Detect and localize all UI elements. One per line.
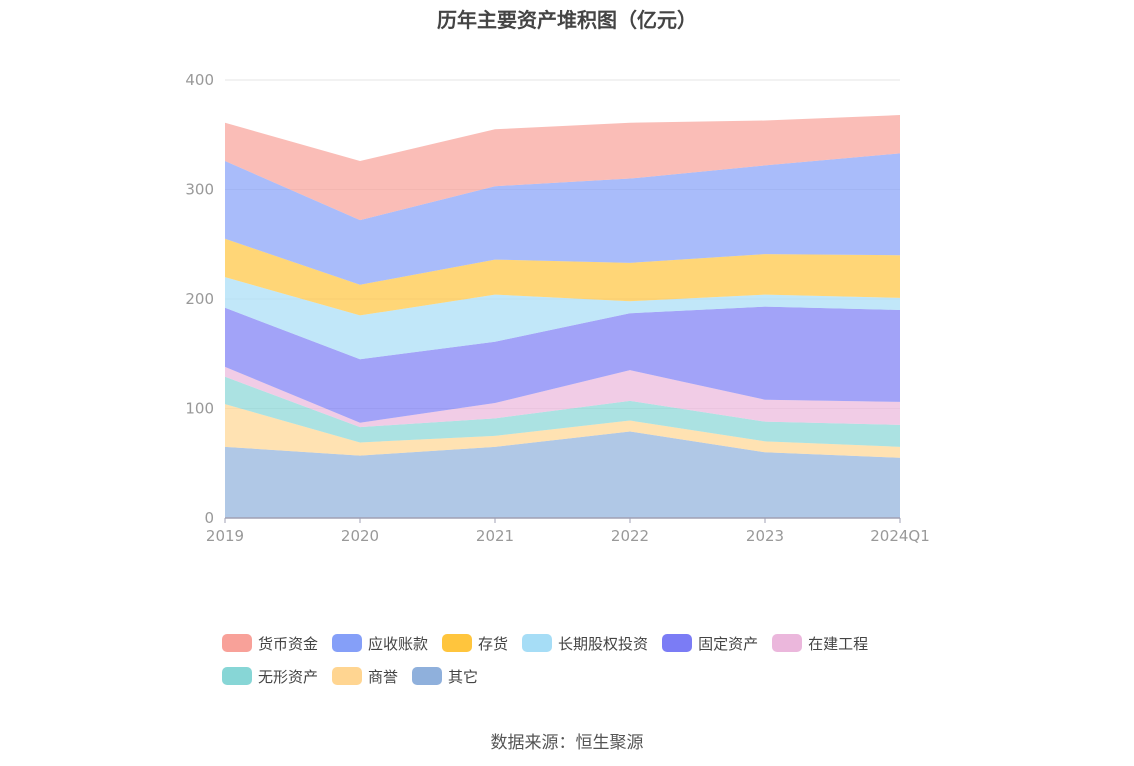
legend-label-fixed-assets: 固定资产 — [698, 634, 759, 653]
legend-swatch-other — [412, 667, 443, 685]
legend-label-intangible: 无形资产 — [258, 667, 319, 686]
y-tick-label-200: 200 — [185, 290, 214, 308]
y-tick-label-100: 100 — [185, 400, 214, 418]
legend-label-other: 其它 — [448, 667, 479, 686]
legend-item-inventory[interactable]: 存货 — [442, 633, 508, 654]
legend-item-cash[interactable]: 货币资金 — [222, 633, 318, 654]
legend-swatch-goodwill — [332, 667, 363, 685]
legend-item-goodwill[interactable]: 商誉 — [332, 666, 398, 687]
y-tick-label-0: 0 — [204, 509, 214, 527]
legend-swatch-receivables — [332, 634, 363, 652]
legend-item-fixed-assets[interactable]: 固定资产 — [662, 633, 758, 654]
x-tick-label-2024Q1: 2024Q1 — [870, 527, 930, 545]
legend-label-construction: 在建工程 — [808, 634, 869, 653]
area-其它 — [225, 431, 900, 518]
axes: 0 100 200 300 400 2019 2020 2021 2022 2023 2024Q1 — [185, 71, 929, 545]
x-tick-label-2022: 2022 — [611, 527, 649, 545]
x-tick-label-2023: 2023 — [746, 527, 784, 545]
legend-row-1: 货币资金 应收账款 存货 长期股权投资 固定资产 在建工程 — [222, 632, 942, 654]
x-tick-label-2019: 2019 — [206, 527, 244, 545]
legend-label-goodwill: 商誉 — [368, 667, 399, 686]
legend-item-receivables[interactable]: 应收账款 — [332, 633, 428, 654]
legend-label-receivables: 应收账款 — [368, 634, 429, 653]
area-无形资产 — [225, 376, 900, 447]
chart-title: 历年主要资产堆积图（亿元） — [437, 8, 697, 32]
legend-label-inventory: 存货 — [478, 634, 509, 653]
stacked-area-chart: 0 100 200 300 400 2019 2020 2021 2022 2023 2024Q1 — [185, 71, 929, 545]
legend-swatch-fixed-assets — [662, 634, 693, 652]
legend: 货币资金 应收账款 存货 长期股权投资 固定资产 在建工程 无形资产 — [222, 632, 942, 698]
legend-swatch-long-term-equity — [522, 634, 553, 652]
area-固定资产 — [225, 306, 900, 423]
data-source: 数据来源：恒生聚源 — [490, 733, 644, 753]
area-在建工程 — [225, 366, 900, 428]
legend-swatch-cash — [222, 634, 252, 652]
legend-item-intangible[interactable]: 无形资产 — [222, 666, 318, 687]
x-tick-label-2021: 2021 — [476, 527, 514, 545]
legend-item-construction[interactable]: 在建工程 — [772, 633, 868, 654]
legend-item-long-term-equity[interactable]: 长期股权投资 — [522, 633, 648, 654]
legend-swatch-inventory — [442, 634, 473, 652]
area-长期股权投资 — [225, 277, 900, 360]
area-series — [225, 115, 900, 518]
legend-item-other[interactable]: 其它 — [412, 666, 478, 687]
legend-swatch-intangible — [222, 667, 252, 685]
legend-label-cash: 货币资金 — [258, 634, 319, 653]
x-tick-label-2020: 2020 — [341, 527, 379, 545]
y-tick-label-400: 400 — [185, 71, 214, 89]
area-存货 — [225, 238, 900, 316]
legend-swatch-construction — [772, 634, 803, 652]
area-货币资金 — [225, 115, 900, 221]
area-商誉 — [225, 404, 900, 458]
y-tick-label-300: 300 — [185, 181, 214, 199]
legend-row-2: 无形资产 商誉 其它 — [222, 665, 942, 687]
area-应收账款 — [225, 153, 900, 285]
legend-label-long-term-equity: 长期股权投资 — [558, 634, 649, 653]
